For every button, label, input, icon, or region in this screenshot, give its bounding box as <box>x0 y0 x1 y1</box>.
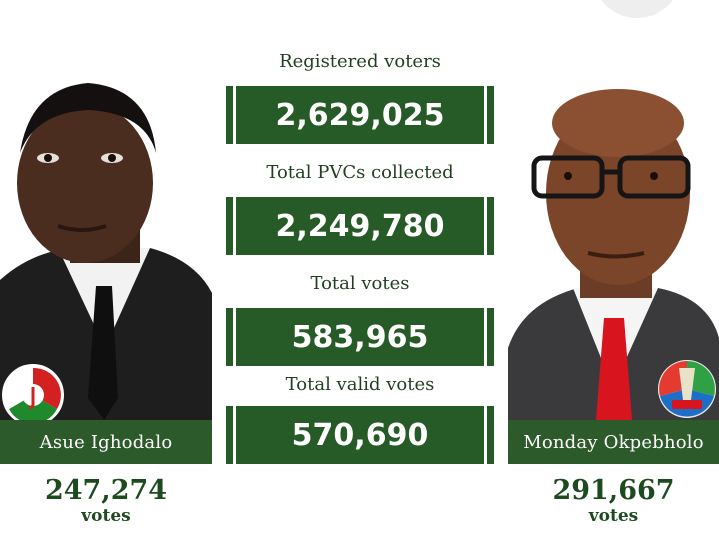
votes-label-right: votes <box>588 506 639 526</box>
apc-logo-icon <box>658 360 716 418</box>
pdp-logo-icon <box>2 364 64 426</box>
vote-count-left: 247,274 <box>44 475 168 506</box>
candidate-card-left: Asue Ighodalo <box>0 48 212 464</box>
total-valid-votes-value: 570,690 <box>226 406 494 464</box>
candidate-name-left: Asue Ighodalo <box>0 420 212 464</box>
pvcs-collected-value: 2,249,780 <box>226 197 494 255</box>
total-votes-value: 583,965 <box>226 308 494 366</box>
total-votes-label: Total votes <box>310 273 410 294</box>
vote-count-right: 291,667 <box>552 475 675 506</box>
votes-label-left: votes <box>81 506 131 526</box>
pvcs-collected-label: Total PVCs collected <box>266 162 454 183</box>
registered-voters-value: 2,629,025 <box>226 86 494 144</box>
total-valid-votes-label: Total valid votes <box>285 374 435 395</box>
candidate-name-right: Monday Okpebholo <box>508 420 719 464</box>
registered-voters-label: Registered voters <box>279 51 441 72</box>
candidate-photo-right <box>508 48 719 420</box>
corner-decoration <box>592 0 682 18</box>
vote-tally-right: 291,667 votes <box>508 475 719 527</box>
vote-tally-left: 247,274 votes <box>0 475 212 527</box>
candidate-card-right: Monday Okpebholo <box>508 48 719 464</box>
